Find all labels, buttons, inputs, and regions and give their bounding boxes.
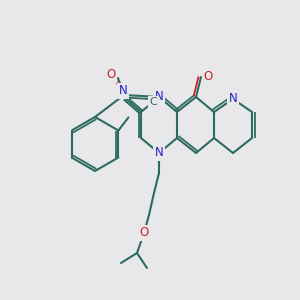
Text: N: N [154, 146, 164, 160]
Text: O: O [203, 70, 213, 83]
Text: N: N [154, 91, 164, 103]
Text: N: N [229, 92, 237, 106]
Text: O: O [106, 68, 116, 82]
Text: N: N [118, 85, 127, 98]
Text: O: O [140, 226, 148, 239]
Text: C: C [149, 97, 157, 107]
